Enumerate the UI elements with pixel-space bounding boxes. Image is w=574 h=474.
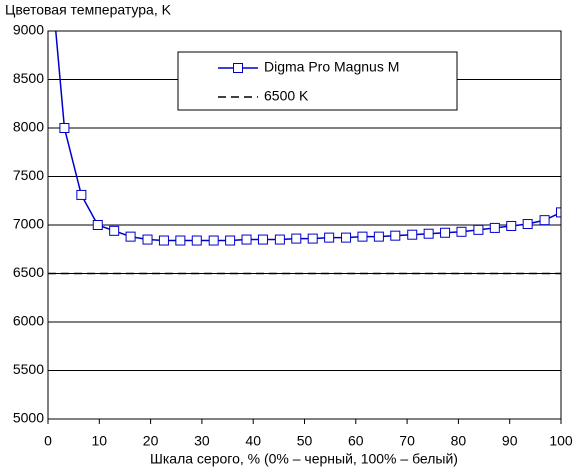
marker	[373, 231, 384, 242]
marker	[291, 233, 302, 244]
x-tick-label: 50	[297, 433, 313, 449]
marker	[175, 235, 186, 246]
legend: Digma Pro Magnus M 6500 K	[177, 51, 458, 111]
x-axis-label: Шкала серого, % (0% – черный, 100% – бел…	[150, 451, 458, 467]
marker	[456, 226, 467, 237]
y-tick-label: 6500	[13, 264, 44, 280]
y-tick-label: 5500	[13, 361, 44, 377]
plot-frame	[47, 30, 562, 420]
y-tick-label: 7000	[13, 216, 44, 232]
y-tick-label: 8500	[13, 70, 44, 86]
marker	[92, 220, 103, 230]
marker	[225, 235, 236, 246]
y-tick-label: 9000	[13, 22, 44, 38]
y-tick-label: 6000	[13, 313, 44, 329]
marker	[539, 215, 550, 226]
marker	[109, 225, 120, 236]
marker	[307, 233, 318, 244]
x-tick-label: 80	[451, 433, 467, 449]
marker	[241, 234, 252, 245]
x-tick-label: 60	[348, 433, 364, 449]
x-tick-label: 10	[92, 433, 108, 449]
legend-box	[177, 51, 458, 111]
y-tick-label: 5000	[13, 410, 44, 426]
marker	[324, 232, 335, 243]
marker	[556, 207, 561, 218]
x-tick-label: 0	[44, 433, 52, 449]
y-tick-label: 7500	[13, 167, 44, 183]
marker	[522, 219, 533, 230]
legend-marker	[233, 63, 243, 73]
x-tick-label: 90	[502, 433, 518, 449]
marker	[208, 235, 219, 246]
grid: 5000 5500 6000 6500 7000 7500 8000 8500 9000 0 10 2…	[13, 22, 573, 449]
plot	[48, 31, 561, 275]
x-tick-label: 70	[399, 433, 415, 449]
marker	[76, 189, 87, 200]
marker	[341, 232, 352, 243]
marker	[390, 230, 401, 241]
x-tick-label: 100	[549, 433, 573, 449]
marker	[357, 231, 368, 242]
marker	[489, 222, 500, 233]
marker	[440, 227, 451, 238]
series-line	[55, 31, 561, 242]
marker	[125, 231, 136, 242]
marker	[407, 229, 418, 240]
marker	[158, 235, 169, 246]
marker	[257, 234, 268, 245]
legend-label: 6500 K	[264, 88, 309, 104]
marker	[59, 123, 70, 133]
marker	[274, 234, 285, 245]
chart-title: Цветовая температура, K	[5, 2, 172, 18]
marker	[473, 224, 484, 235]
marker	[423, 228, 434, 239]
marker	[142, 234, 153, 245]
legend-label: Digma Pro Magnus M	[264, 59, 399, 75]
y-tick-label: 8000	[13, 119, 44, 135]
marker	[191, 235, 202, 246]
x-tick-label: 40	[245, 433, 261, 449]
x-tick-label: 30	[194, 433, 210, 449]
marker	[506, 220, 517, 231]
x-tick-label: 20	[143, 433, 159, 449]
